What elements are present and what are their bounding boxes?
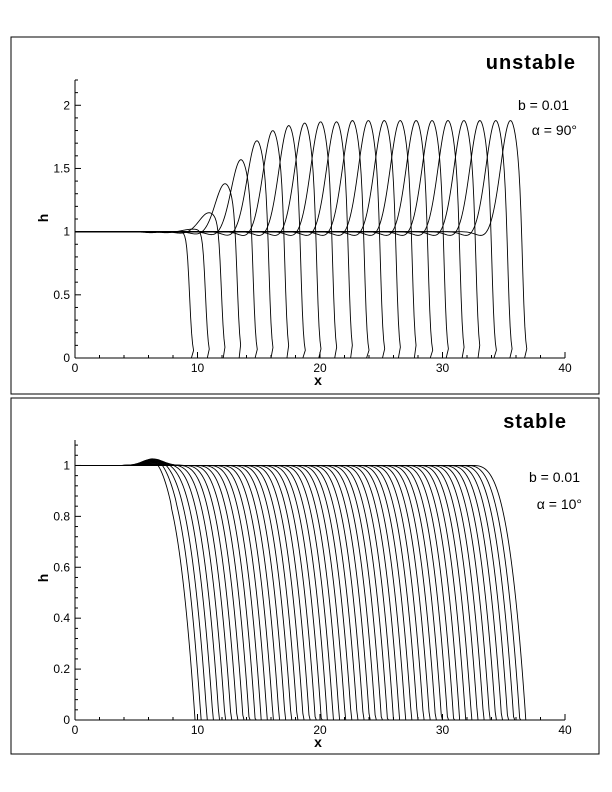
series-line: [75, 459, 198, 721]
x-tick-label: 20: [313, 723, 327, 737]
curve-group: [75, 119, 528, 359]
x-tick-label: 10: [191, 723, 205, 737]
series-line: [75, 463, 258, 721]
series-line: [75, 140, 274, 359]
x-tick-label: 40: [558, 723, 572, 737]
series-line: [75, 465, 432, 721]
series-line: [75, 465, 420, 721]
y-tick-label: 0: [63, 713, 70, 727]
annotation-b: b = 0.01: [518, 97, 569, 113]
series-line: [75, 231, 195, 359]
chart-title: stable: [503, 411, 567, 433]
series-line: [75, 458, 203, 721]
x-axis-label: x: [314, 734, 322, 750]
y-tick-label: 0.5: [53, 288, 70, 302]
series-line: [75, 121, 338, 359]
series-line: [75, 119, 370, 359]
series-line: [75, 120, 528, 359]
series-line: [75, 465, 516, 721]
series-line: [75, 461, 234, 721]
series-line: [75, 120, 401, 359]
y-tick-label: 1: [63, 225, 70, 239]
annotation-b: b = 0.01: [529, 469, 580, 485]
series-line: [75, 130, 290, 359]
series-line: [75, 465, 384, 721]
series-line: [75, 463, 252, 721]
y-tick-label: 0: [63, 351, 70, 365]
series-line: [75, 464, 264, 721]
series-line: [75, 465, 300, 721]
curve-group: [75, 458, 528, 721]
annotation-alpha: α = 10°: [537, 496, 582, 512]
y-axis-label: h: [35, 214, 51, 223]
y-tick-label: 0.4: [53, 611, 70, 625]
series-line: [75, 465, 504, 721]
y-tick-label: 2: [63, 98, 70, 112]
series-line: [75, 465, 287, 721]
x-tick-label: 20: [313, 361, 327, 375]
panel-unstable: 0 10 20 30 40 0 0.5 1 1.5 2 unstable b = 0.01 α =…: [10, 36, 600, 395]
series-line: [75, 465, 528, 721]
tick-group: 0 10 20 30 40 0 0.5 1 1.5 2: [53, 79, 572, 375]
x-tick-label: 0: [72, 361, 79, 375]
series-line: [75, 120, 465, 359]
series-line: [75, 183, 242, 359]
series-line: [75, 465, 401, 721]
x-tick-label: 30: [436, 723, 450, 737]
series-line: [75, 462, 246, 721]
tick-group: 0 10 20 30 40 0 0.2 0.4 0.6 0.8 1: [53, 444, 572, 737]
y-axis-label: h: [35, 574, 51, 583]
series-line: [75, 465, 269, 721]
x-tick-label: 40: [558, 361, 572, 375]
series-line: [75, 465, 281, 721]
series-line: [75, 119, 481, 359]
x-axis-label: x: [314, 372, 322, 388]
panel-frame: [10, 36, 600, 395]
series-line: [75, 458, 209, 721]
y-tick-label: 0.2: [53, 662, 70, 676]
series-line: [75, 465, 467, 721]
series-line: [75, 465, 312, 721]
x-tick-label: 0: [72, 723, 79, 737]
x-tick-label: 10: [191, 361, 205, 375]
series-line: [75, 119, 497, 359]
y-tick-label: 1.5: [53, 161, 70, 175]
series-line: [75, 120, 386, 359]
series-line: [75, 212, 226, 359]
series-line: [75, 119, 434, 359]
y-tick-label: 1: [63, 458, 70, 472]
series-line: [75, 119, 417, 359]
panel-frame: [10, 397, 600, 755]
annotation-alpha: α = 90°: [532, 122, 577, 138]
chart-title: unstable: [486, 52, 576, 74]
series-line: [75, 121, 353, 359]
y-tick-label: 0.8: [53, 509, 70, 523]
series-line: [75, 459, 215, 721]
series-line: [75, 465, 335, 721]
series-line: [75, 120, 449, 359]
y-tick-label: 0.6: [53, 560, 70, 574]
x-tick-label: 30: [436, 361, 450, 375]
